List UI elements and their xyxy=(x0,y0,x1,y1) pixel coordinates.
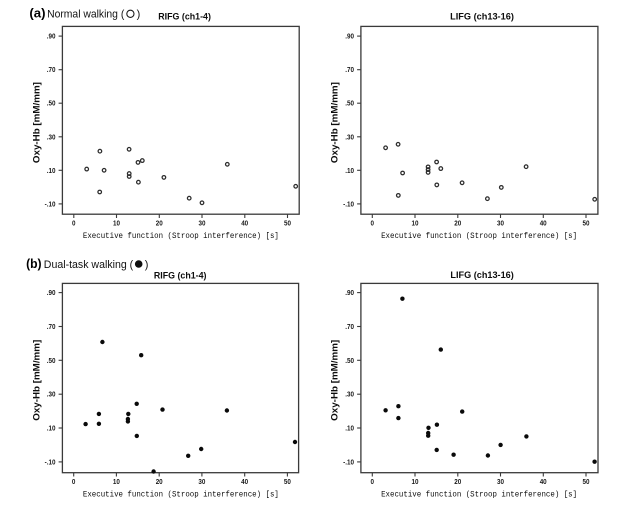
svg-text:40: 40 xyxy=(540,477,547,486)
svg-text:.30: .30 xyxy=(345,390,354,399)
svg-text:.50: .50 xyxy=(47,356,56,365)
svg-text:RIFG (ch1-4): RIFG (ch1-4) xyxy=(158,12,211,23)
svg-text:.30: .30 xyxy=(47,132,56,141)
svg-text:.50: .50 xyxy=(345,99,354,108)
svg-text:Executive function (Stroop int: Executive function (Stroop interference)… xyxy=(381,489,577,499)
svg-text:.70: .70 xyxy=(47,322,56,331)
svg-text:.70: .70 xyxy=(345,65,354,74)
svg-text:20: 20 xyxy=(454,477,461,486)
svg-text:30: 30 xyxy=(199,218,206,227)
svg-text:Oxy-Hb [mM/mm]: Oxy-Hb [mM/mm] xyxy=(330,82,341,163)
svg-text:Dual-task walking (: Dual-task walking ( xyxy=(44,259,134,271)
svg-text:(a): (a) xyxy=(29,7,45,21)
svg-text:-.10: -.10 xyxy=(343,199,354,208)
svg-text:40: 40 xyxy=(540,218,547,227)
svg-text:-.10: -.10 xyxy=(343,457,354,466)
svg-text:): ) xyxy=(145,259,149,271)
svg-text:10: 10 xyxy=(113,218,120,227)
svg-text:-.10: -.10 xyxy=(45,457,56,466)
svg-text:.10: .10 xyxy=(47,166,56,175)
svg-text:Executive function (Stroop int: Executive function (Stroop interference)… xyxy=(83,489,279,499)
svg-text:.90: .90 xyxy=(345,32,354,41)
svg-text:(b): (b) xyxy=(26,257,41,271)
svg-text:50: 50 xyxy=(284,218,291,227)
svg-text:LIFG (ch13-16): LIFG (ch13-16) xyxy=(450,270,513,281)
svg-text:20: 20 xyxy=(156,218,163,227)
svg-text:0: 0 xyxy=(72,477,76,486)
svg-text:.90: .90 xyxy=(47,32,56,41)
svg-text:30: 30 xyxy=(497,477,504,486)
svg-text:.30: .30 xyxy=(345,132,354,141)
svg-text:.10: .10 xyxy=(345,166,354,175)
svg-text:0: 0 xyxy=(371,477,375,486)
svg-text:20: 20 xyxy=(454,218,461,227)
svg-text:50: 50 xyxy=(583,477,590,486)
svg-text:0: 0 xyxy=(371,218,375,227)
svg-text:Oxy-Hb [mM/mm]: Oxy-Hb [mM/mm] xyxy=(330,340,341,421)
svg-text:.50: .50 xyxy=(47,99,56,108)
svg-text:LIFG (ch13-16): LIFG (ch13-16) xyxy=(450,12,514,23)
svg-text:.30: .30 xyxy=(47,390,56,399)
svg-text:50: 50 xyxy=(284,477,291,486)
svg-text:50: 50 xyxy=(583,218,590,227)
svg-text:.10: .10 xyxy=(345,424,354,433)
svg-text:30: 30 xyxy=(198,477,205,486)
svg-text:.70: .70 xyxy=(47,65,56,74)
svg-text:): ) xyxy=(137,9,141,21)
svg-text:30: 30 xyxy=(497,218,504,227)
svg-text:10: 10 xyxy=(412,218,419,227)
svg-text:-.10: -.10 xyxy=(45,199,56,208)
svg-text:Executive function (Stroop int: Executive function (Stroop interference)… xyxy=(381,231,577,241)
svg-text:10: 10 xyxy=(113,477,120,486)
svg-text:.70: .70 xyxy=(345,322,354,331)
svg-text:.90: .90 xyxy=(345,288,354,297)
svg-text:40: 40 xyxy=(241,218,248,227)
svg-text:Normal walking (: Normal walking ( xyxy=(47,9,125,21)
svg-text:Executive function (Stroop int: Executive function (Stroop interference)… xyxy=(83,231,279,241)
svg-text:20: 20 xyxy=(156,477,163,486)
svg-text:40: 40 xyxy=(241,477,248,486)
svg-text:.10: .10 xyxy=(47,424,56,433)
svg-text:Oxy-Hb [mM/mm]: Oxy-Hb [mM/mm] xyxy=(31,82,42,163)
svg-text:0: 0 xyxy=(72,218,76,227)
svg-text:Oxy-Hb [mM/mm]: Oxy-Hb [mM/mm] xyxy=(31,340,42,421)
svg-text:RIFG (ch1-4): RIFG (ch1-4) xyxy=(154,270,207,281)
svg-text:.90: .90 xyxy=(47,288,56,297)
svg-text:.50: .50 xyxy=(345,356,354,365)
svg-text:10: 10 xyxy=(412,477,419,486)
